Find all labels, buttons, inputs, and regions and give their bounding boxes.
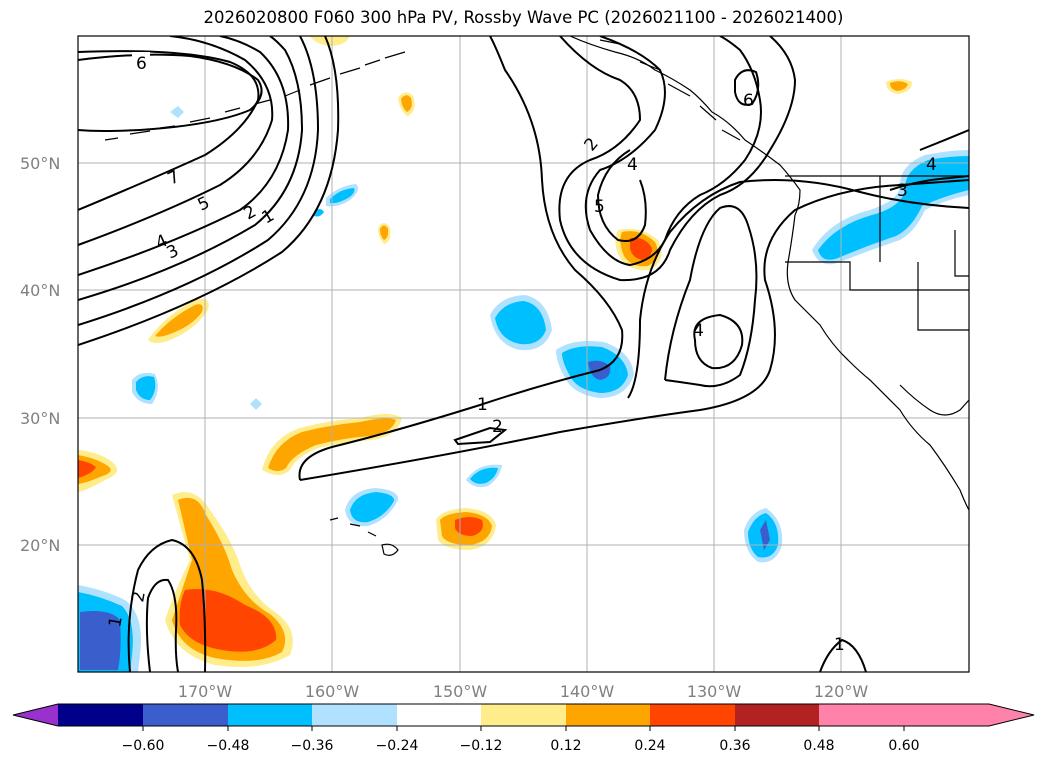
colorbar-under-arrow bbox=[13, 704, 58, 726]
contour-label: 4 bbox=[627, 155, 638, 175]
colorbar-tick-label: −0.24 bbox=[376, 738, 419, 754]
colorbar-segment bbox=[312, 704, 397, 726]
contour-trough-5 bbox=[596, 149, 647, 242]
colorbar-over-arrow bbox=[904, 704, 1034, 726]
pv-contours bbox=[78, 36, 969, 672]
contour-label: 1 bbox=[105, 615, 127, 629]
shade-blob-145w-inner bbox=[495, 301, 546, 345]
contour-nw-5 bbox=[78, 36, 274, 246]
contour-s-2 bbox=[145, 578, 179, 672]
shade-blob-172w-in bbox=[155, 304, 203, 337]
contour-ridge-1 bbox=[627, 179, 969, 399]
colorbar-segment bbox=[397, 704, 481, 726]
shade-blob-150w-inner bbox=[455, 517, 483, 536]
lon-label: 120°W bbox=[814, 682, 869, 701]
graticule bbox=[78, 36, 969, 672]
lon-axis: 170°W 160°W 150°W 140°W 130°W 120°W bbox=[178, 682, 869, 701]
colorbar-segment bbox=[143, 704, 228, 726]
colorbar-tick-label: −0.60 bbox=[122, 738, 165, 754]
colorbar-segment bbox=[228, 704, 312, 726]
colorbar-segment bbox=[566, 704, 650, 726]
contour-nw-7 bbox=[78, 50, 260, 211]
lon-label: 160°W bbox=[305, 682, 360, 701]
colorbar-ticks bbox=[142, 726, 905, 731]
contour-6-ne bbox=[734, 69, 760, 106]
lat-axis: 50°N 40°N 30°N 20°N bbox=[20, 154, 60, 555]
contour-s-1 bbox=[127, 538, 207, 672]
lat-label: 40°N bbox=[20, 281, 60, 300]
shade-band-30n-inner bbox=[268, 418, 396, 471]
shade-blob-sw-inner bbox=[80, 611, 121, 670]
contour-trough-1 bbox=[298, 36, 624, 481]
lon-label: 130°W bbox=[687, 682, 742, 701]
colorbar-segment bbox=[650, 704, 735, 726]
colorbar-tick-label: −0.12 bbox=[460, 738, 503, 754]
contour-se-1 bbox=[819, 638, 867, 672]
contour-nw-3 bbox=[78, 36, 304, 301]
colorbar-tick-label: 0.60 bbox=[888, 738, 919, 754]
colorbar-tick-label: 0.36 bbox=[719, 738, 750, 754]
colorbar-segment bbox=[735, 704, 819, 726]
contour-nw-2 bbox=[78, 36, 320, 326]
contour-label: 6 bbox=[136, 54, 147, 74]
colorbar-segment bbox=[58, 704, 143, 726]
contour-ridge-3 bbox=[664, 205, 758, 388]
lon-label: 170°W bbox=[178, 682, 233, 701]
colorbar: −0.60 −0.48 −0.36 −0.24 −0.12 0.12 0.24 … bbox=[12, 703, 1035, 754]
colorbar-segment bbox=[819, 704, 904, 726]
colorbar-segment bbox=[481, 704, 566, 726]
contour-label: 2 bbox=[128, 590, 150, 604]
lat-label: 30°N bbox=[20, 409, 60, 428]
lat-label: 20°N bbox=[20, 536, 60, 555]
lon-label: 150°W bbox=[433, 682, 488, 701]
shade-blob-west-inner bbox=[78, 460, 96, 478]
contour-label: 5 bbox=[594, 197, 605, 217]
map-title: 2026020800 F060 300 hPa PV, Rossby Wave … bbox=[203, 8, 844, 27]
contour-2-small bbox=[453, 426, 508, 446]
contour-ridge-4 bbox=[693, 313, 744, 370]
colorbar-tick-label: −0.48 bbox=[207, 738, 250, 754]
contour-label: 1 bbox=[834, 635, 845, 655]
colorbar-tick-label: 0.24 bbox=[634, 738, 665, 754]
contour-nw-1 bbox=[78, 36, 340, 346]
lat-label: 50°N bbox=[20, 154, 60, 173]
colorbar-tick-label: 0.12 bbox=[550, 738, 581, 754]
colorbar-outline bbox=[12, 703, 1035, 727]
colorbar-tick-label: −0.36 bbox=[291, 738, 334, 754]
contour-ridge-2 bbox=[299, 179, 969, 481]
coastlines bbox=[104, 36, 969, 556]
contour-label: 4 bbox=[926, 155, 937, 175]
contour-trough-4 bbox=[584, 36, 762, 267]
contour-label: 3 bbox=[897, 181, 908, 201]
contour-label: 6 bbox=[743, 91, 754, 111]
shade-blob-135w-inner bbox=[630, 237, 652, 260]
contour-nw-4 bbox=[78, 36, 290, 276]
contour-nw-6 bbox=[78, 53, 263, 132]
map-frame bbox=[77, 35, 970, 673]
contour-label: 2 bbox=[492, 417, 503, 437]
contour-label: 1 bbox=[477, 395, 488, 415]
contour-label: 4 bbox=[693, 321, 704, 341]
lon-label: 140°W bbox=[560, 682, 615, 701]
colorbar-tick-label: 0.48 bbox=[803, 738, 834, 754]
contour-trough-2 bbox=[558, 36, 797, 282]
